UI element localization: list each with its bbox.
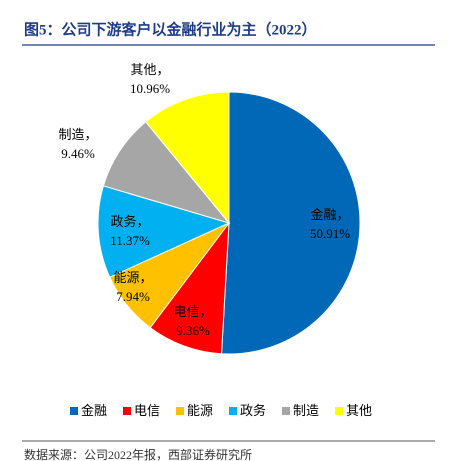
legend-label: 其他 xyxy=(346,403,372,418)
legend-swatch xyxy=(335,407,343,415)
legend-label: 电信 xyxy=(134,403,160,418)
pie-slice xyxy=(102,121,231,224)
slice-value: 9.36% xyxy=(176,323,210,338)
legend-swatch xyxy=(70,407,78,415)
legend-label: 金融 xyxy=(81,403,107,418)
pie-slice xyxy=(149,221,230,355)
legend-swatch xyxy=(123,407,131,415)
pie-slice xyxy=(220,91,361,355)
slice-value: 7.94% xyxy=(116,289,150,304)
legend-label: 制造 xyxy=(293,403,319,418)
slice-label: 制造， xyxy=(58,127,97,142)
legend-swatch xyxy=(282,407,290,415)
source-note: 数据来源：公司2022年报，西部证券研究所 xyxy=(24,447,252,461)
chart-title: 图5：公司下游客户以金融行业为主（2022） xyxy=(24,20,317,38)
pie-slice xyxy=(97,185,231,278)
slice-value: 10.96% xyxy=(130,81,170,96)
pie-slice xyxy=(145,91,230,225)
legend-label: 政务 xyxy=(240,403,266,418)
slice-value: 9.46% xyxy=(61,146,95,161)
slice-label: 能源， xyxy=(113,270,152,285)
slice-label: 其他， xyxy=(130,62,169,77)
legend-label: 能源 xyxy=(187,403,213,418)
legend-swatch xyxy=(229,407,237,415)
slice-label: 金融， xyxy=(310,207,349,222)
slice-label: 政务， xyxy=(110,214,149,229)
slice-label: 电信， xyxy=(173,304,212,319)
legend-swatch xyxy=(176,407,184,415)
slice-value: 11.37% xyxy=(110,233,150,248)
slice-value: 50.91% xyxy=(310,226,350,241)
